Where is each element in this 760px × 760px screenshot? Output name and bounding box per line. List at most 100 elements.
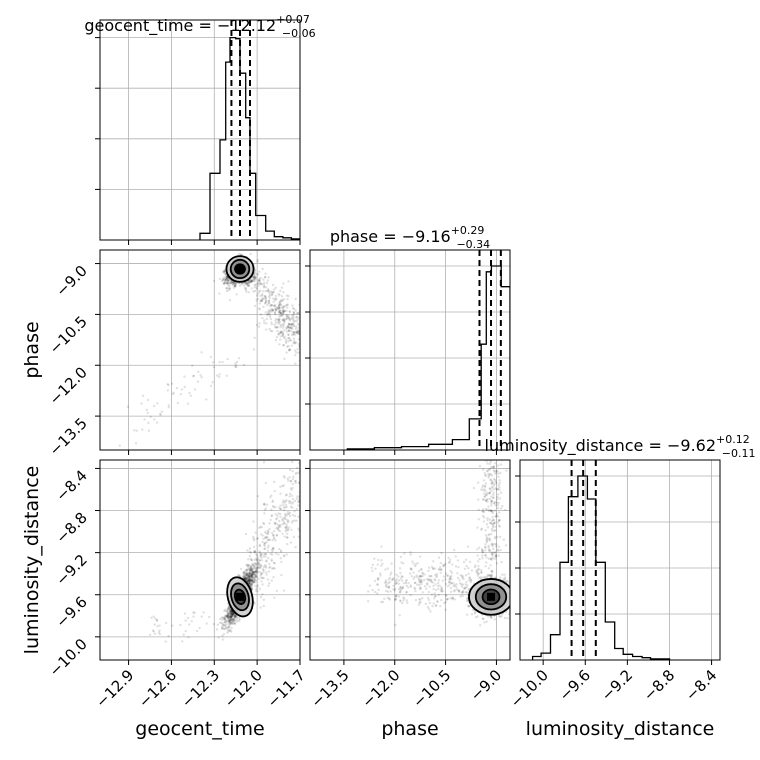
sample-point [277,292,280,296]
sample-point [264,298,268,301]
sample-point [226,614,229,618]
sample-point [277,307,281,310]
sample-point [250,574,253,577]
sample-point [288,317,291,320]
sample-point [249,566,252,570]
sample-point [257,570,260,574]
sample-point [282,554,285,557]
sample-point [274,326,277,329]
sample-point [250,573,253,576]
sample-point [167,383,170,387]
sample-point [296,318,299,321]
sample-point [291,316,295,319]
sample-point [248,571,251,575]
sample-point [304,495,306,497]
sample-point [249,576,253,579]
sample-point [280,306,284,309]
sample-point [209,355,213,359]
sample-point [282,310,285,313]
sample-point [294,354,297,357]
sample-point [158,624,161,627]
sample-point [292,475,295,478]
sample-point [261,593,264,596]
sample-point [288,348,292,351]
sample-point [285,553,288,556]
sample-point [246,579,249,582]
sample-point [222,627,226,631]
sample-point [258,551,261,555]
sample-point [246,568,249,571]
sample-point [259,525,262,529]
sample-point [277,512,280,515]
sample-point [272,506,275,509]
sample-point [257,279,260,282]
sample-point [277,306,280,310]
sample-point [271,534,275,537]
sample-point [282,310,285,313]
sample-point [234,365,237,368]
sample-point [259,553,263,556]
sample-point [222,633,226,636]
sample-point [250,575,253,578]
sample-point [290,330,293,333]
sample-point [268,314,271,317]
sample-point [249,557,252,560]
sample-point [285,505,288,509]
sample-point [280,311,283,315]
sample-point [263,281,266,284]
sample-point [283,335,287,338]
sample-point [276,318,280,321]
sample-point [256,297,260,301]
sample-point [287,348,291,351]
sample-point [288,310,291,313]
sample-point [223,624,227,627]
panel-geocent-time-hist-group [95,19,301,245]
sample-point [196,380,200,383]
sample-point [286,345,289,348]
sample-point [254,570,257,574]
sample-point [491,570,494,574]
sample-point [290,494,294,497]
sample-point [264,532,268,535]
sample-point [264,295,267,298]
sample-point [287,315,290,318]
sample-point [220,616,223,619]
sample-point [250,575,253,579]
sample-point [291,470,294,473]
sample-point [230,622,233,626]
sample-point [292,330,295,334]
sample-point [228,616,231,619]
sample-point [255,567,258,570]
sample-point [263,319,266,322]
sample-point [282,509,286,512]
sample-point [286,298,289,301]
sample-point [275,305,279,309]
sample-point [511,593,513,595]
sample-point [260,282,263,286]
sample-point [228,607,232,611]
sample-point [262,305,265,309]
sample-point [228,621,232,624]
sample-point [237,574,241,577]
sample-point [259,563,262,567]
sample-point [305,326,307,328]
sample-point [274,552,278,555]
sample-point [292,331,296,334]
panel-luminosity-distance-vs-phase [305,459,513,665]
sample-point [277,553,280,556]
sample-point [249,582,253,586]
sample-point [271,283,275,287]
sample-point [262,570,265,574]
sample-point [267,584,270,587]
sample-point [297,330,300,333]
sample-point [304,351,306,353]
sample-point [271,500,274,504]
sample-point [220,618,224,621]
sample-point [229,613,232,617]
sample-point [262,290,265,293]
sample-point [281,306,285,309]
sample-point [289,541,293,544]
sample-point [288,326,291,329]
sample-point [304,316,306,318]
sample-point [258,543,261,547]
